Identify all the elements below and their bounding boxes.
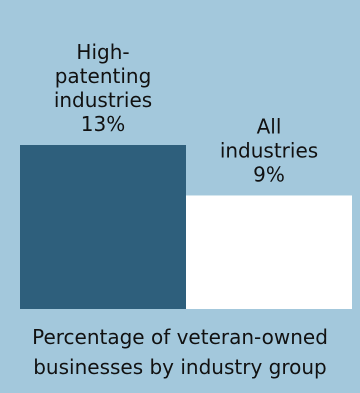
caption-line-2: businesses by industry group [33, 355, 327, 379]
category-label-all-industries-line-1: All [257, 114, 282, 138]
chart-caption: Percentage of veteran-owned businesses b… [0, 322, 360, 382]
caption-line-1: Percentage of veteran-owned [32, 325, 328, 349]
category-label-all-industries-line-2: industries [220, 138, 318, 162]
bar-all-industries [186, 195, 352, 309]
value-label-high-patenting: 13% [81, 112, 125, 136]
category-label-high-patenting-line-2: patenting [55, 64, 152, 88]
category-label-high-patenting-line-1: High- [76, 40, 129, 64]
bar-high-patenting [20, 145, 186, 309]
value-label-all-industries: 9% [253, 162, 285, 186]
category-label-high-patenting-line-3: industries [54, 88, 152, 112]
